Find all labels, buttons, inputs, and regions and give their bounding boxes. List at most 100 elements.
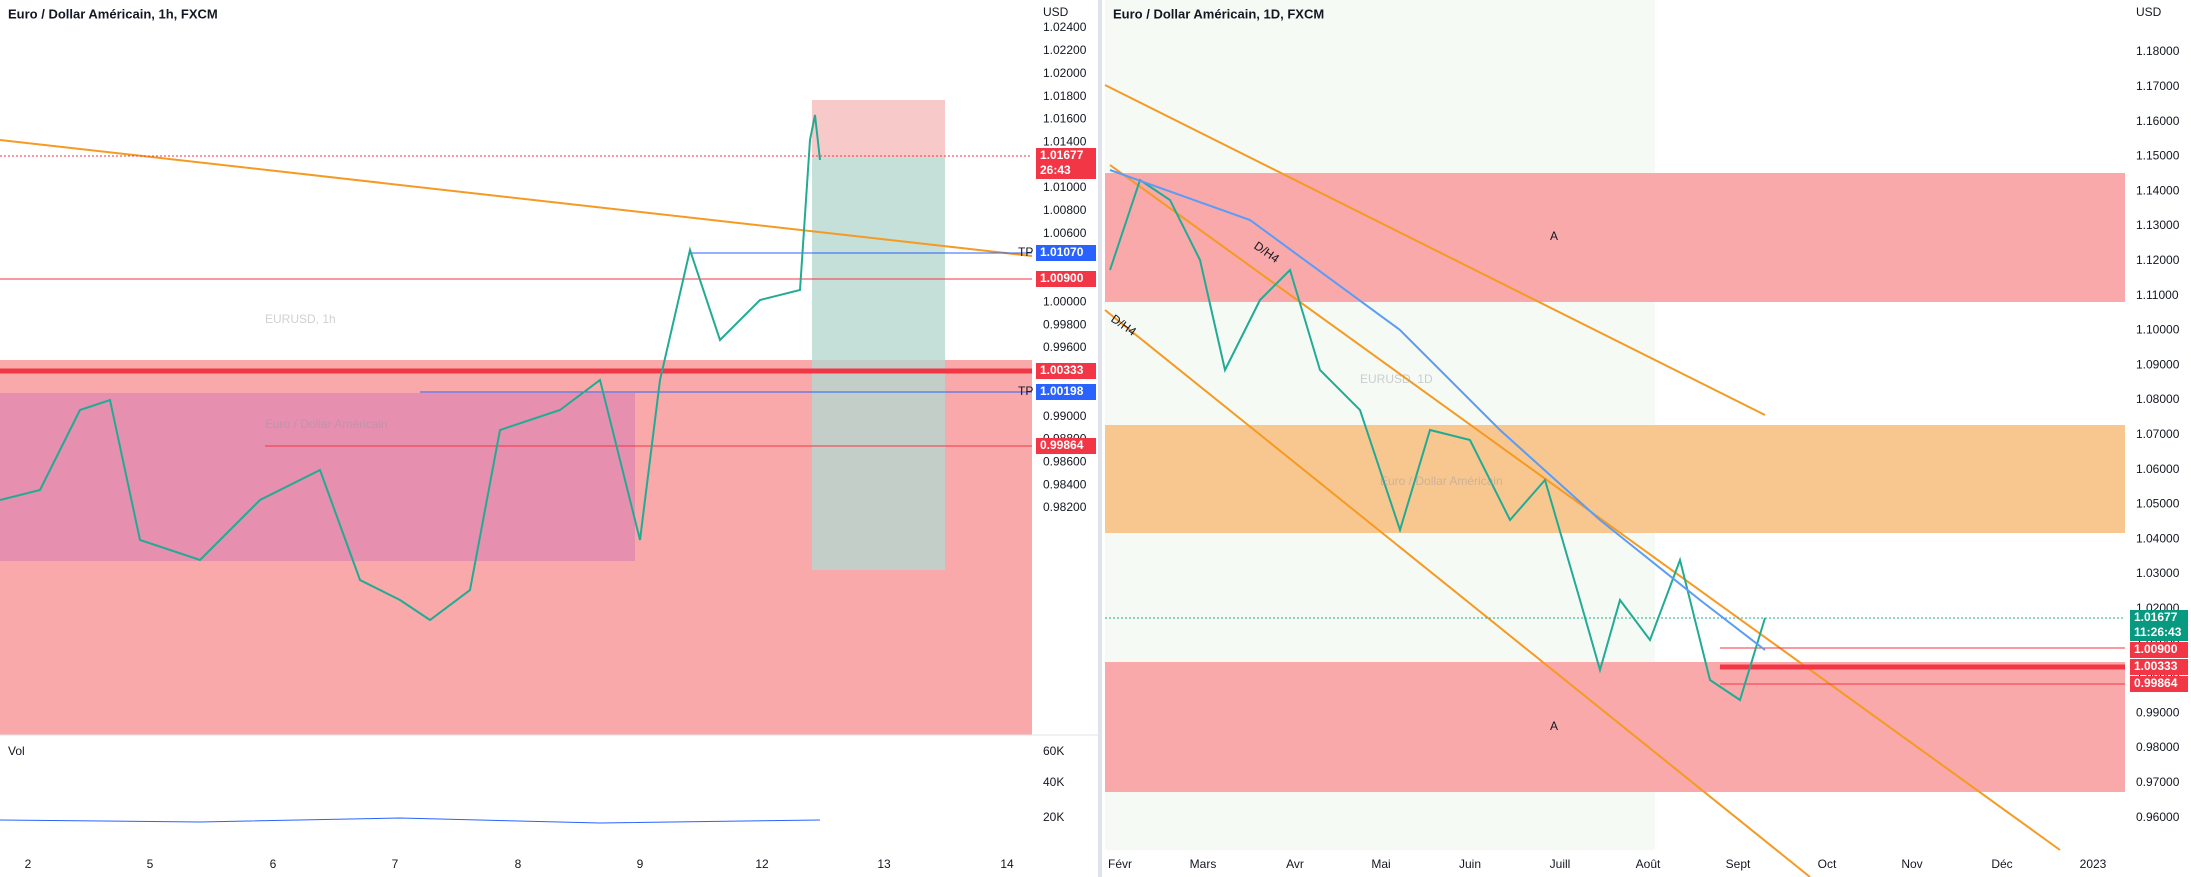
price-path: [0, 114, 821, 622]
price-tick: 1.01400: [1043, 134, 1087, 148]
target-zone: [812, 157, 945, 570]
price-label: 1.00198: [1040, 384, 1084, 398]
time-label: 6: [270, 857, 277, 871]
price-tick: 1.01800: [1043, 89, 1087, 103]
price-tick: 1.02200: [1043, 43, 1087, 57]
price-label: 1.00900: [1040, 271, 1084, 285]
price-tick: 1.08000: [2136, 392, 2180, 406]
price-tick: 1.01600: [1043, 112, 1087, 126]
price-label-bg: [1036, 384, 1096, 400]
price-tick: 1.03000: [2136, 566, 2180, 580]
annotation: A: [1550, 719, 1558, 733]
tp-tag: TP: [1018, 384, 1033, 398]
zone: [1105, 662, 2125, 792]
price-tick: 1.00800: [1043, 203, 1087, 217]
price-label-bg: [1036, 148, 1096, 164]
time-label: 9: [637, 857, 644, 871]
price-label-bg: [2130, 610, 2188, 626]
price-tick: 0.99600: [1043, 340, 1087, 354]
moving-average: [1109, 169, 1766, 651]
price-tick: 1.02000: [1043, 66, 1087, 80]
timer-bg: [2130, 626, 2188, 641]
price-label: 1.01677: [1040, 148, 1084, 162]
currency: USD: [2136, 5, 2162, 19]
time-label: 14: [1000, 857, 1014, 871]
price-tick: 1.13000: [2136, 218, 2180, 232]
volume-tick: 40K: [1043, 775, 1064, 789]
price-label: 1.00333: [2134, 659, 2178, 673]
price-tick: 0.99000: [2136, 705, 2180, 719]
price-label-bg: [1036, 271, 1096, 287]
stop-zone: [812, 100, 945, 157]
time-label: Mars: [1190, 857, 1217, 871]
chart-title: Euro / Dollar Américain, 1h, FXCM: [8, 6, 218, 21]
price-tick: 1.18000: [2136, 44, 2180, 58]
chart-title: Euro / Dollar Américain, 1D, FXCM: [1113, 6, 1324, 21]
timer-bg: [1036, 164, 1096, 179]
price-tick: 1.09000: [2136, 357, 2180, 371]
left-chart: [0, 0, 1102, 877]
price-tick: 0.98400: [1043, 477, 1087, 491]
price-tick: 0.96000: [2136, 810, 2180, 824]
price-tick: 1.17000: [2136, 79, 2180, 93]
volume-tick: 20K: [1043, 810, 1064, 824]
trend-line: [1104, 309, 1811, 877]
price-tick: 1.12000: [2136, 253, 2180, 267]
time-label: Déc: [1991, 857, 2012, 871]
price-label: 1.00333: [1040, 363, 1084, 377]
time-label: Sept: [1726, 857, 1751, 871]
time-label: 8: [515, 857, 522, 871]
price-tick: 1.11000: [2136, 288, 2179, 302]
price-tick: 1.05000: [2136, 497, 2180, 511]
time-label: Juin: [1459, 857, 1481, 871]
price-tick: 0.98600: [1043, 455, 1087, 469]
price-tick: 1.00600: [1043, 226, 1087, 240]
price-label: 0.99864: [2134, 676, 2178, 690]
time-label: 2: [25, 857, 32, 871]
price-tick: 0.99800: [1043, 317, 1087, 331]
price-label: 1.00900: [2134, 642, 2178, 656]
price-tick: 1.00000: [1043, 294, 1087, 308]
price-label-bg: [1036, 438, 1096, 454]
time-label: Mai: [1371, 857, 1390, 871]
price-tick: 0.98200: [1043, 500, 1087, 514]
price-tick: 1.15000: [2136, 149, 2180, 163]
price-tick: 1.06000: [2136, 462, 2180, 476]
price-tick: 0.98000: [2136, 740, 2180, 754]
time-label: Août: [1636, 857, 1661, 871]
time-label: 13: [877, 857, 891, 871]
price-tick: 1.07000: [2136, 427, 2180, 441]
trend-line: [1104, 84, 1766, 416]
watermark: EURUSD, 1h: [265, 312, 336, 326]
time-label: Nov: [1901, 857, 1922, 871]
time-label: Avr: [1286, 857, 1304, 871]
time-label: Juill: [1550, 857, 1571, 871]
zone: [1105, 425, 2125, 533]
time-label: Févr: [1108, 857, 1132, 871]
price-tick: 1.10000: [2136, 323, 2180, 337]
price-tick: 0.97000: [2136, 775, 2180, 789]
price-label: 1.01070: [1040, 245, 1084, 259]
time-label: Oct: [1818, 857, 1837, 871]
price-tick: 1.04000: [2136, 531, 2180, 545]
watermark-sub: Euro / Dollar Américain: [265, 417, 388, 431]
right-chart: [1104, 0, 2125, 877]
volume-ma: [0, 817, 821, 824]
timer: 11:26:43: [2134, 625, 2182, 639]
zone: [1105, 173, 2125, 302]
price-label-bg: [1036, 245, 1096, 261]
watermark: EURUSD, 1D: [1360, 372, 1433, 386]
price-tick: 0.99000: [1043, 409, 1087, 423]
watermark-sub: Euro / Dollar Américain: [1380, 474, 1503, 488]
currency: USD: [1043, 5, 1069, 19]
volume-tick: 60K: [1043, 744, 1064, 758]
time-label: 7: [392, 857, 399, 871]
timer: 26:43: [1040, 163, 1071, 177]
price-label: 1.01677: [2134, 610, 2178, 624]
price-label-bg: [2130, 676, 2188, 692]
time-label: 5: [147, 857, 154, 871]
volume-label: Vol: [8, 744, 25, 758]
price-label-bg: [2130, 659, 2188, 675]
price-tick: 1.02400: [1043, 20, 1087, 34]
